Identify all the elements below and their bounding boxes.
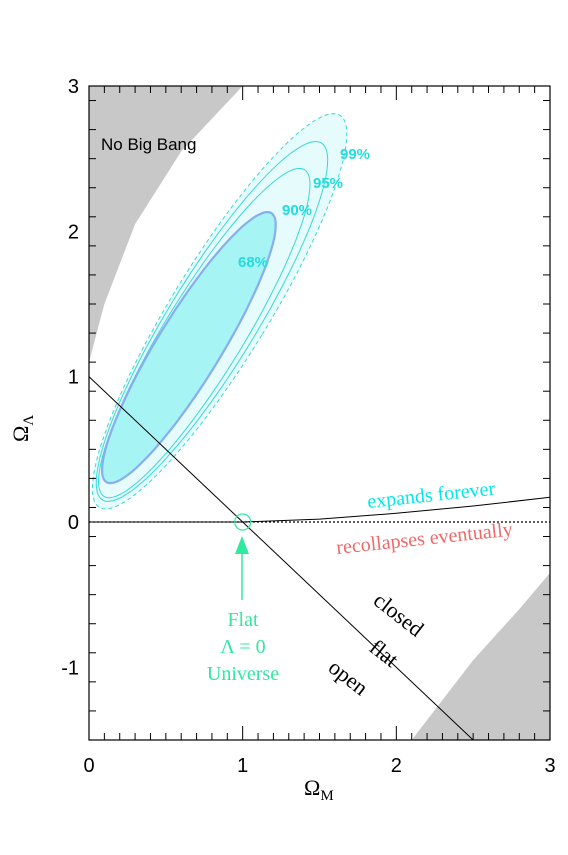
- axis-ticks: 0 1 2 3 -1 0 1 2 3: [61, 76, 555, 777]
- x-tick-label: 2: [391, 755, 402, 777]
- y-tick-label: 3: [68, 76, 79, 98]
- flat-universe-line: [89, 376, 474, 740]
- open-label: open: [324, 654, 373, 700]
- flat-universe-label-line3: Universe: [207, 663, 279, 685]
- expands-forever-label: expands forever: [366, 478, 496, 513]
- no-big-bang-label: No Big Bang: [101, 135, 196, 154]
- x-tick-label: 1: [237, 755, 248, 777]
- y-axis-title-sub: Λ: [21, 415, 37, 426]
- contour-label-68: 68%: [238, 254, 268, 271]
- x-tick-label: 3: [544, 755, 555, 777]
- contour-label-90: 90%: [282, 202, 312, 219]
- y-tick-label: 1: [68, 367, 79, 389]
- confidence-contours: [91, 113, 348, 510]
- contour-label-95: 95%: [313, 175, 343, 192]
- contour-label-99: 99%: [340, 146, 370, 163]
- x-axis-title-main: Ω: [304, 775, 320, 800]
- y-axis-title: ΩΛ: [8, 415, 37, 442]
- lower-excluded-region: [411, 572, 550, 740]
- x-axis-title-sub: M: [320, 788, 333, 804]
- flat-universe-label-line1: Flat: [227, 609, 259, 631]
- flat-universe-marker: [234, 513, 252, 531]
- x-axis-title: ΩM: [304, 775, 334, 804]
- flat-label: flat: [365, 634, 404, 672]
- y-tick-label: 0: [68, 512, 79, 534]
- flat-universe-label-line2: Λ = 0: [220, 636, 265, 658]
- y-tick-label: 2: [68, 221, 79, 243]
- contour-68: [100, 210, 277, 485]
- recollapses-label: recollapses eventually: [335, 519, 513, 559]
- y-tick-label: -1: [61, 657, 79, 679]
- no-big-bang-region: [89, 86, 243, 363]
- closed-label: closed: [369, 587, 429, 641]
- plot-area: [89, 86, 550, 740]
- expansion-boundary-curve: [89, 496, 550, 523]
- flat-universe-arrow-head: [235, 536, 249, 554]
- x-tick-label: 0: [83, 755, 94, 777]
- y-axis-title-main: Ω: [8, 426, 33, 442]
